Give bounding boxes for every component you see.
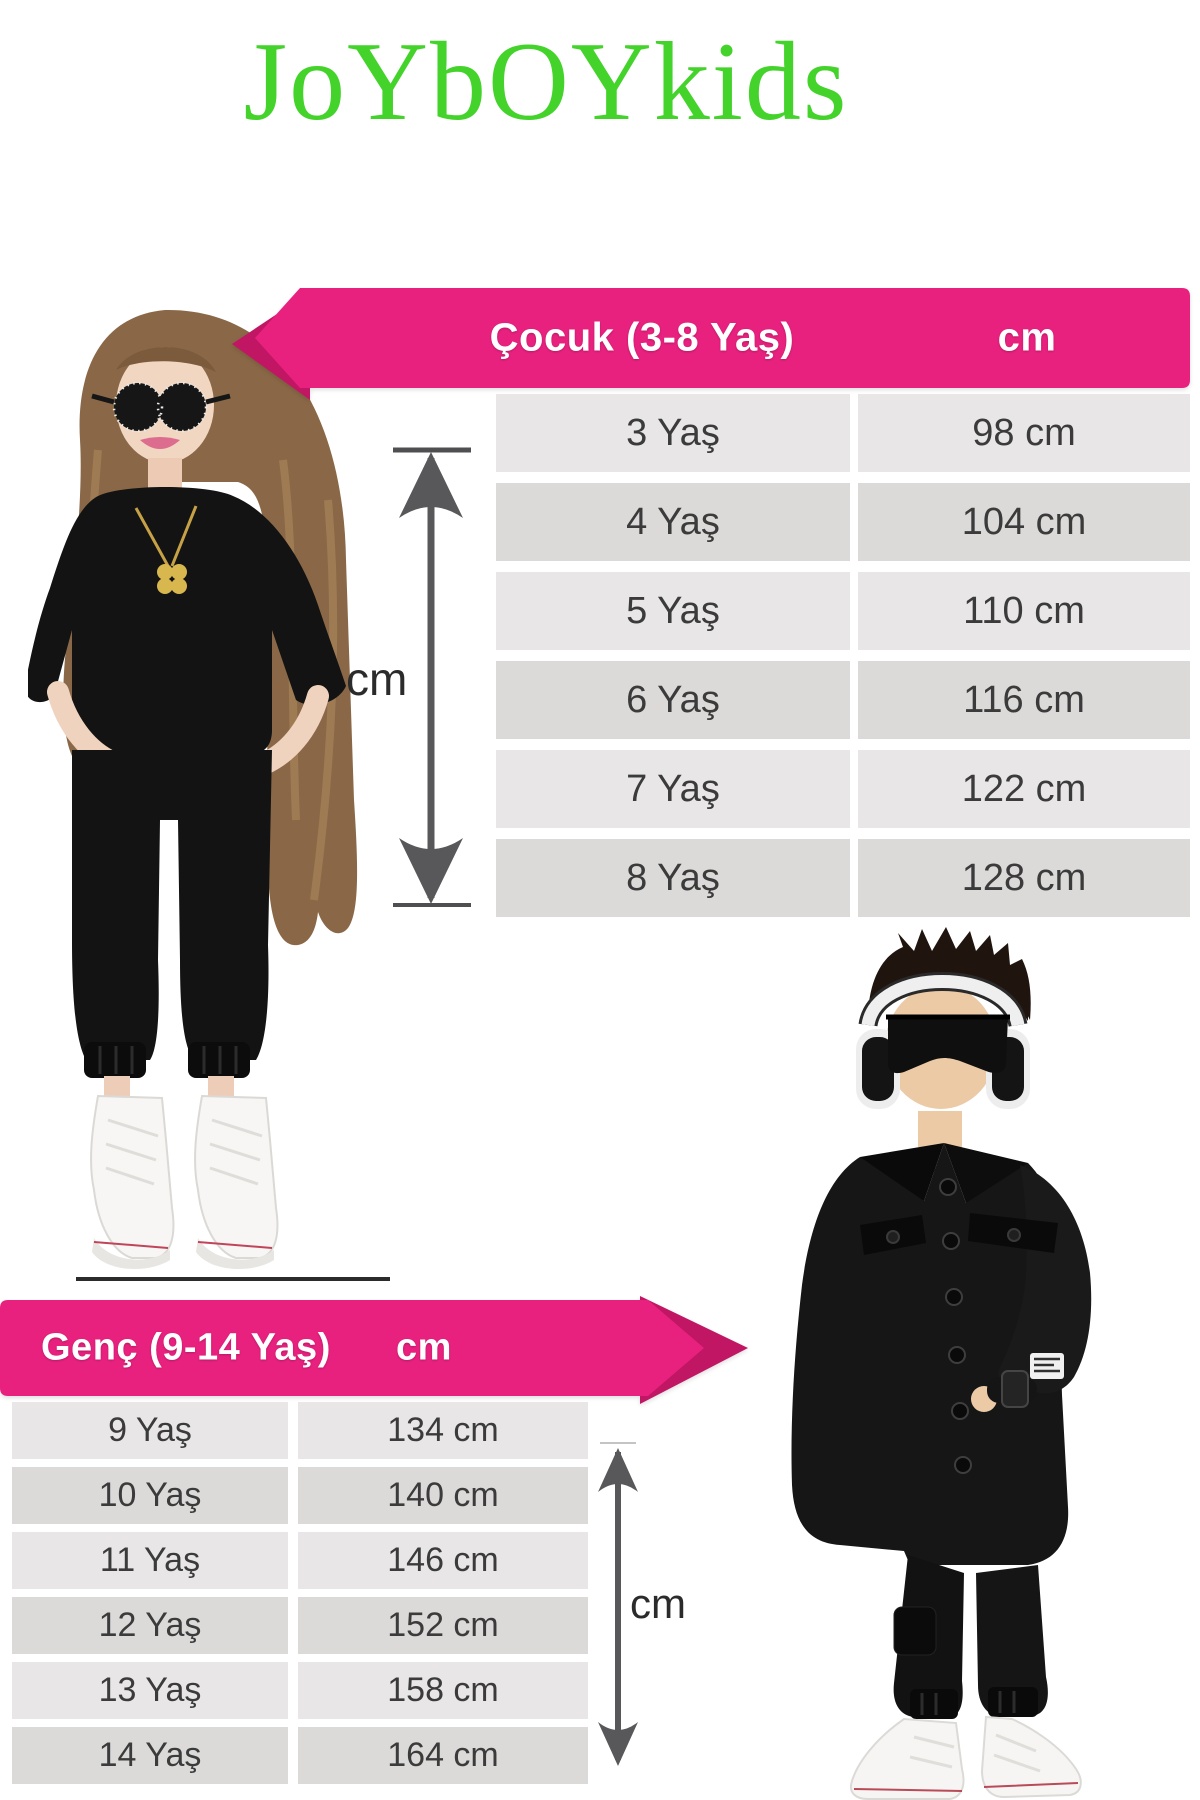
height-cell: 110 cm	[858, 572, 1190, 650]
teen-size-table: 9 Yaş 134 cm 10 Yaş 140 cm 11 Yaş 146 cm…	[12, 1402, 588, 1792]
teen-header-ribbon-icon	[0, 1296, 748, 1404]
height-cell: 116 cm	[858, 661, 1190, 739]
age-cell: 8 Yaş	[496, 839, 850, 917]
height-cell: 158 cm	[298, 1662, 588, 1719]
table-row: 14 Yaş 164 cm	[12, 1727, 588, 1784]
boy-sunglasses-icon	[886, 1014, 1010, 1074]
teen-header-unit: cm	[396, 1326, 452, 1369]
age-cell: 9 Yaş	[12, 1402, 288, 1459]
snap-buttons	[939, 1178, 972, 1474]
children-header-ribbon-icon	[232, 288, 1190, 400]
table-row: 4 Yaş 104 cm	[496, 483, 1190, 561]
clover-pendant-icon	[157, 564, 187, 594]
age-cell: 4 Yaş	[496, 483, 850, 561]
children-header-title: Çocuk (3-8 Yaş)	[489, 315, 795, 360]
table-row: 13 Yaş 158 cm	[12, 1662, 588, 1719]
girl-sneakers	[90, 1094, 279, 1270]
height-cell: 134 cm	[298, 1402, 588, 1459]
girl-cm-label: cm	[346, 653, 408, 705]
table-row: 3 Yaş 98 cm	[496, 394, 1190, 472]
table-row: 11 Yaş 146 cm	[12, 1532, 588, 1589]
table-row: 6 Yaş 116 cm	[496, 661, 1190, 739]
boy-model-photo	[718, 925, 1200, 1800]
height-cell: 152 cm	[298, 1597, 588, 1654]
teen-header-title: Genç (9-14 Yaş)	[41, 1326, 331, 1369]
age-cell: 14 Yaş	[12, 1727, 288, 1784]
table-row: 5 Yaş 110 cm	[496, 572, 1190, 650]
girl-model-illustration	[24, 309, 358, 1270]
girl-sunglasses-icon	[91, 381, 231, 433]
boy-sneakers	[850, 1715, 1082, 1800]
age-cell: 12 Yaş	[12, 1597, 288, 1654]
age-cell: 11 Yaş	[12, 1532, 288, 1589]
height-cell: 146 cm	[298, 1532, 588, 1589]
children-table-header: Çocuk (3-8 Yaş) cm	[230, 282, 1190, 410]
height-cell: 122 cm	[858, 750, 1190, 828]
teen-table-header: Genç (9-14 Yaş) cm	[0, 1290, 760, 1415]
age-cell: 6 Yaş	[496, 661, 850, 739]
children-header-unit: cm	[997, 315, 1057, 360]
height-cell: 128 cm	[858, 839, 1190, 917]
age-cell: 3 Yaş	[496, 394, 850, 472]
height-cell: 164 cm	[298, 1727, 588, 1784]
girl-height-arrow-icon	[383, 442, 483, 919]
age-cell: 13 Yaş	[12, 1662, 288, 1719]
headphones-icon	[856, 972, 1030, 1109]
table-row: 8 Yaş 128 cm	[496, 839, 1190, 917]
table-row: 10 Yaş 140 cm	[12, 1467, 588, 1524]
boy-model-illustration	[791, 927, 1092, 1800]
boy-height-arrow-icon	[592, 1438, 648, 1775]
height-cell: 98 cm	[858, 394, 1190, 472]
height-cell: 140 cm	[298, 1467, 588, 1524]
age-cell: 10 Yaş	[12, 1467, 288, 1524]
jacket-label-patch	[1030, 1353, 1064, 1379]
table-row: 7 Yaş 122 cm	[496, 750, 1190, 828]
age-cell: 5 Yaş	[496, 572, 850, 650]
table-row: 9 Yaş 134 cm	[12, 1402, 588, 1459]
girl-baseline-rule	[76, 1277, 390, 1281]
table-row: 12 Yaş 152 cm	[12, 1597, 588, 1654]
smartwatch-icon	[987, 1370, 1037, 1408]
girl-model-photo	[24, 300, 398, 1290]
height-cell: 104 cm	[858, 483, 1190, 561]
brand-title: JoYbOYkids	[243, 20, 849, 144]
boy-cm-label: cm	[630, 1580, 686, 1627]
age-cell: 7 Yaş	[496, 750, 850, 828]
children-size-table: 3 Yaş 98 cm 4 Yaş 104 cm 5 Yaş 110 cm 6 …	[496, 394, 1190, 928]
